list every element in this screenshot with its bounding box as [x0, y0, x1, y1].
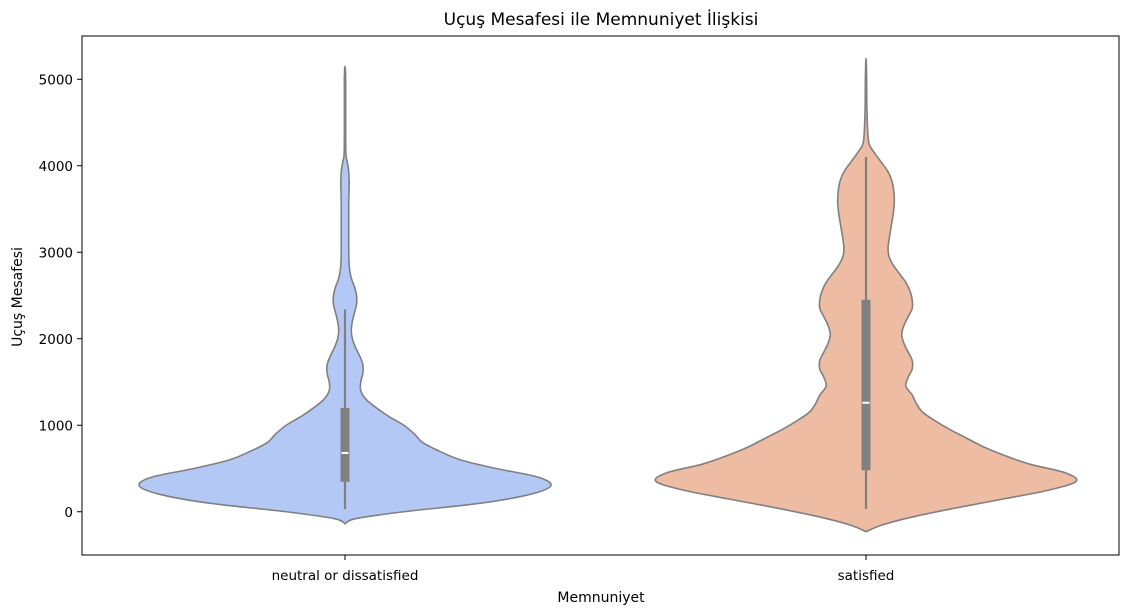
violin-satisfied — [654, 57, 1078, 533]
y-tick-label-0: 0 — [64, 505, 73, 521]
plot-frame — [81, 35, 1120, 556]
x-axis: neutral or dissatisfied satisfied — [272, 555, 895, 584]
y-tick-label-4000: 4000 — [39, 159, 73, 175]
y-tick-label-5000: 5000 — [39, 72, 73, 88]
x-tick-label-satisfied: satisfied — [838, 568, 895, 584]
plot-area — [138, 57, 1078, 533]
y-axis: 0 1000 2000 3000 4000 5000 — [39, 72, 82, 521]
y-tick-label-2000: 2000 — [39, 332, 73, 348]
y-tick-label-3000: 3000 — [39, 245, 73, 261]
x-tick-label-neutral-or-dissatisfied: neutral or dissatisfied — [272, 568, 419, 584]
violin-neutral-or-dissatisfied — [138, 65, 552, 525]
violin-body-neutral-or-dissatisfied — [138, 65, 552, 525]
x-axis-label: Memnuniyet — [557, 590, 645, 606]
iqr-box-satisfied — [861, 299, 871, 471]
iqr-box-neutral-or-dissatisfied — [340, 407, 350, 482]
y-axis-label: Uçuş Mesafesi — [10, 247, 26, 347]
chart-title: Uçuş Mesafesi ile Memnuniyet İlişkisi — [444, 9, 759, 30]
y-tick-label-1000: 1000 — [39, 418, 73, 434]
